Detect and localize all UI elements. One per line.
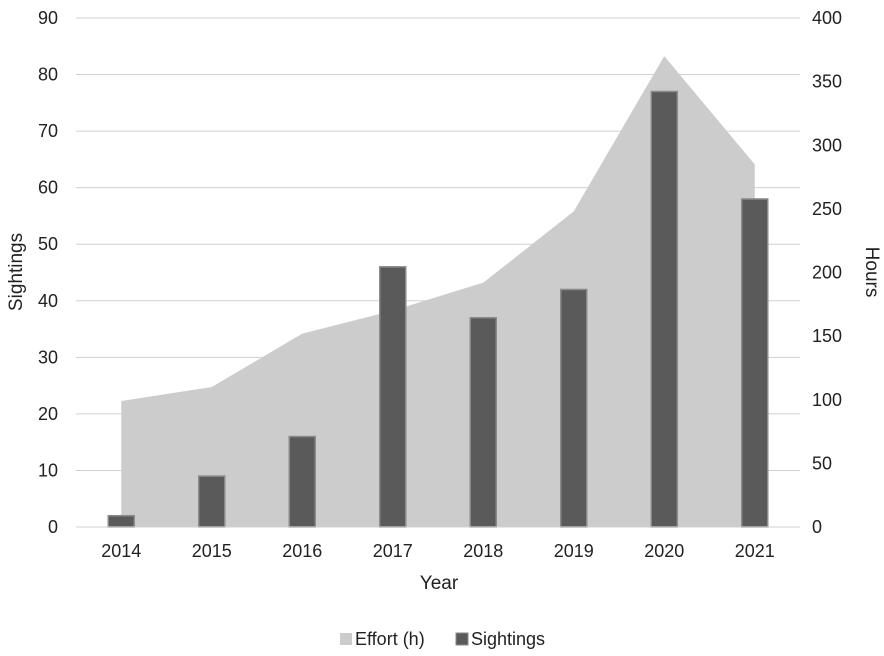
legend-swatch-effort xyxy=(340,633,352,645)
legend-item-sightings: Sightings xyxy=(455,629,545,649)
sightings-bar-2015 xyxy=(198,475,226,528)
x-tick-label-2019: 2019 xyxy=(554,541,594,561)
sightings-bar-2021 xyxy=(741,198,769,528)
legend-swatch-sightings xyxy=(455,632,469,646)
x-tick-label-2020: 2020 xyxy=(644,541,684,561)
right-tick-label-250: 250 xyxy=(812,199,842,219)
left-y-axis: 0 10 20 30 40 50 60 70 80 90 xyxy=(38,8,58,537)
left-tick-label-60: 60 xyxy=(38,178,58,198)
effort-area-series xyxy=(121,56,755,528)
x-tick-label-2018: 2018 xyxy=(463,541,503,561)
sightings-bar-2019 xyxy=(560,288,588,528)
sightings-bar-2014 xyxy=(107,514,135,528)
sightings-bar-2016 xyxy=(288,435,316,528)
right-tick-label-0: 0 xyxy=(812,517,822,537)
effort-area xyxy=(121,56,755,528)
legend: Effort (h) Sightings xyxy=(340,629,545,649)
right-tick-label-300: 300 xyxy=(812,135,842,155)
sightings-bar-2020 xyxy=(650,90,678,528)
left-tick-label-90: 90 xyxy=(38,8,58,28)
right-y-axis: 0 50 100 150 200 250 300 350 400 xyxy=(812,8,842,537)
x-tick-label-2016: 2016 xyxy=(282,541,322,561)
x-axis-title: Year xyxy=(420,573,459,594)
left-tick-label-40: 40 xyxy=(38,291,58,311)
left-tick-label-0: 0 xyxy=(48,517,58,537)
legend-label-effort: Effort (h) xyxy=(355,629,425,649)
right-tick-label-200: 200 xyxy=(812,263,842,283)
x-tick-label-2017: 2017 xyxy=(373,541,413,561)
sightings-bar-series xyxy=(107,90,769,528)
sightings-bar-2018 xyxy=(469,316,497,528)
left-y-axis-title: Sightings xyxy=(6,233,27,311)
x-tick-label-2021: 2021 xyxy=(735,541,775,561)
left-tick-label-20: 20 xyxy=(38,404,58,424)
x-axis: 2014 2015 2016 2017 2018 2019 2020 2021 xyxy=(76,526,800,561)
left-tick-label-50: 50 xyxy=(38,234,58,254)
left-tick-label-80: 80 xyxy=(38,65,58,85)
x-tick-label-2015: 2015 xyxy=(192,541,232,561)
right-y-axis-title: Hours xyxy=(861,247,882,298)
right-tick-label-350: 350 xyxy=(812,72,842,92)
x-tick-label-2014: 2014 xyxy=(101,541,141,561)
legend-item-effort: Effort (h) xyxy=(340,629,425,649)
sightings-bar-2017 xyxy=(379,266,407,528)
left-tick-label-10: 10 xyxy=(38,460,58,480)
left-tick-label-30: 30 xyxy=(38,347,58,367)
right-tick-label-400: 400 xyxy=(812,8,842,28)
right-tick-label-150: 150 xyxy=(812,326,842,346)
left-tick-label-70: 70 xyxy=(38,121,58,141)
legend-label-sightings: Sightings xyxy=(471,629,545,649)
right-tick-label-50: 50 xyxy=(812,453,832,473)
right-tick-label-100: 100 xyxy=(812,390,842,410)
